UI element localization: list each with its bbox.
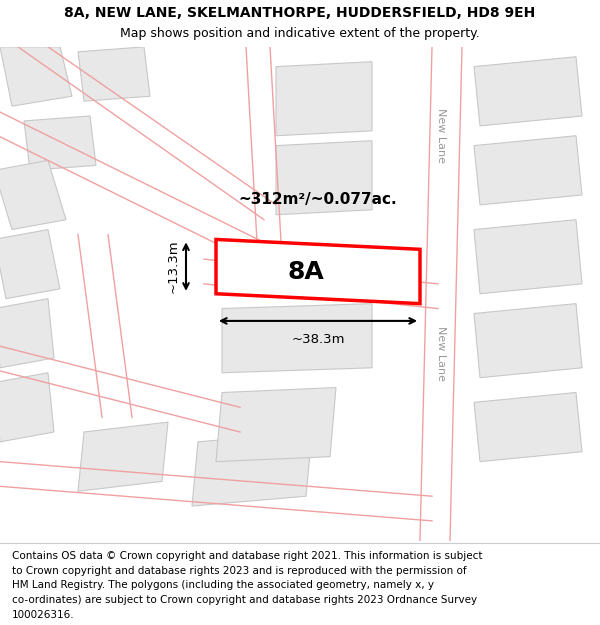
Polygon shape <box>0 372 54 442</box>
Polygon shape <box>276 62 372 136</box>
Polygon shape <box>216 239 420 304</box>
Text: Map shows position and indicative extent of the property.: Map shows position and indicative extent… <box>120 28 480 40</box>
Polygon shape <box>276 141 372 215</box>
Text: New Lane: New Lane <box>436 326 446 381</box>
Polygon shape <box>474 57 582 126</box>
Text: New Lane: New Lane <box>436 108 446 163</box>
Text: to Crown copyright and database rights 2023 and is reproduced with the permissio: to Crown copyright and database rights 2… <box>12 566 467 576</box>
Text: 8A, NEW LANE, SKELMANTHORPE, HUDDERSFIELD, HD8 9EH: 8A, NEW LANE, SKELMANTHORPE, HUDDERSFIEL… <box>64 6 536 20</box>
Polygon shape <box>0 47 72 106</box>
Polygon shape <box>474 392 582 462</box>
Text: HM Land Registry. The polygons (including the associated geometry, namely x, y: HM Land Registry. The polygons (includin… <box>12 580 434 590</box>
Text: co-ordinates) are subject to Crown copyright and database rights 2023 Ordnance S: co-ordinates) are subject to Crown copyr… <box>12 595 477 605</box>
Text: ~312m²/~0.077ac.: ~312m²/~0.077ac. <box>239 192 397 208</box>
Polygon shape <box>474 304 582 378</box>
Polygon shape <box>0 229 60 299</box>
Text: ~38.3m: ~38.3m <box>291 333 345 346</box>
Polygon shape <box>474 219 582 294</box>
Text: 100026316.: 100026316. <box>12 610 74 620</box>
Polygon shape <box>216 388 336 462</box>
Polygon shape <box>24 116 96 170</box>
Polygon shape <box>78 422 168 491</box>
Polygon shape <box>222 304 372 372</box>
Polygon shape <box>0 299 54 368</box>
Polygon shape <box>474 136 582 205</box>
Polygon shape <box>0 161 66 229</box>
Polygon shape <box>192 432 312 506</box>
Text: 8A: 8A <box>287 259 325 284</box>
Text: Contains OS data © Crown copyright and database right 2021. This information is : Contains OS data © Crown copyright and d… <box>12 551 482 561</box>
Polygon shape <box>78 47 150 101</box>
Text: ~13.3m: ~13.3m <box>167 240 180 293</box>
